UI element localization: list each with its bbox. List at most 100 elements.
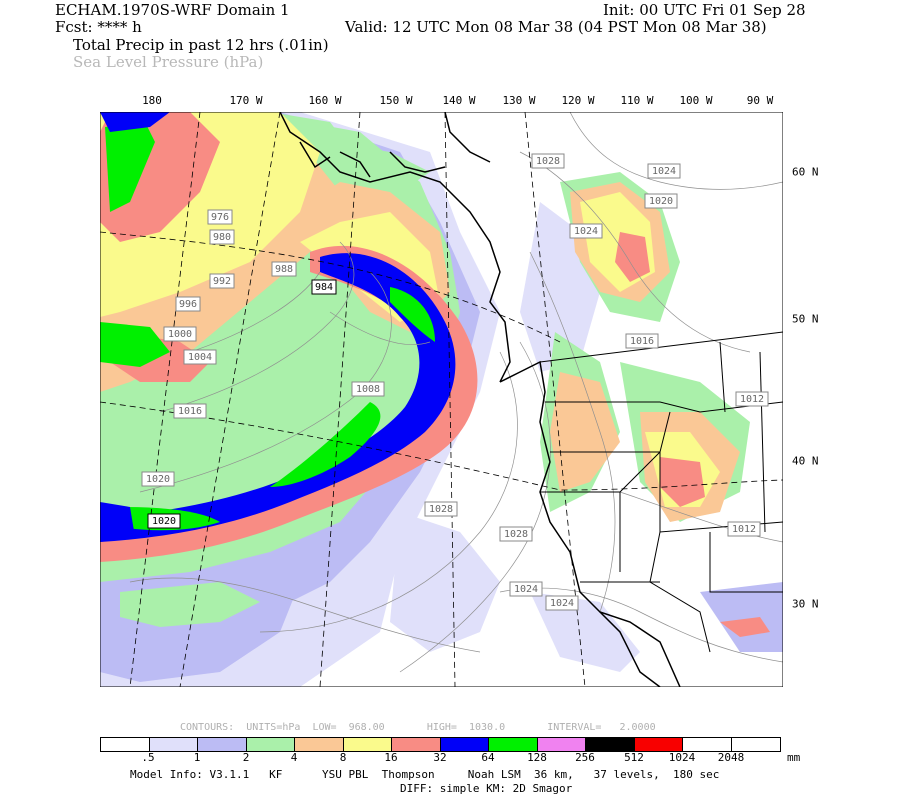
- lon-label: 110 W: [620, 94, 654, 107]
- colorbar-swatch: [586, 738, 635, 751]
- lat-label: 50 N: [792, 312, 819, 326]
- isobar-label: 1024: [647, 163, 681, 179]
- isobars: [129, 112, 783, 673]
- field-slp-label: Sea Level Pressure (hPa): [73, 53, 264, 71]
- isobar-label: 1028: [424, 501, 458, 517]
- lon-label: 140 W: [442, 94, 476, 107]
- field-precip-label: Total Precip in past 12 hrs (.01in): [73, 36, 329, 54]
- isobar-label: 1012: [727, 521, 761, 537]
- colorbar-label: 1: [193, 751, 201, 764]
- isobar-label: 1008: [351, 381, 385, 397]
- colorbar-swatch: [683, 738, 732, 751]
- isobar-label: 1012: [735, 391, 769, 407]
- svg-text:1024: 1024: [514, 584, 538, 595]
- colorbar-swatch: [198, 738, 247, 751]
- svg-text:996: 996: [179, 299, 197, 310]
- isobar-label: 1028: [499, 526, 533, 542]
- precip-dark-blue-patch: [100, 502, 135, 542]
- svg-text:1024: 1024: [652, 166, 676, 177]
- svg-text:1016: 1016: [178, 406, 202, 417]
- colorbar-label: 512: [624, 751, 644, 764]
- svg-text:1012: 1012: [732, 524, 756, 535]
- colorbar-swatch: [489, 738, 538, 751]
- colorbar-unit: mm: [787, 751, 801, 764]
- colorbar-swatch: [392, 738, 441, 751]
- isobar-labels: 1028 1024 1020 1024 976 980 984 988 992 …: [141, 153, 769, 611]
- svg-text:1020: 1020: [146, 474, 170, 485]
- colorbar-label: 64: [481, 751, 495, 764]
- lon-label: 100 W: [679, 94, 713, 107]
- isobar-label: 1016: [173, 403, 207, 419]
- isobar-label: 1024: [569, 223, 603, 239]
- valid-time: Valid: 12 UTC Mon 08 Mar 38 (04 PST Mon …: [345, 18, 767, 36]
- svg-text:1028: 1028: [504, 529, 528, 540]
- svg-text:1020: 1020: [152, 516, 176, 527]
- atmospheric-river-green: [390, 287, 435, 342]
- model-info: Model Info: V3.1.1 KF YSU PBL Thompson N…: [130, 768, 720, 781]
- lat-lon-grid: [100, 112, 783, 687]
- svg-text:988: 988: [275, 264, 293, 275]
- isobar-label: 1028: [531, 153, 565, 169]
- colorbar-swatch: [634, 738, 683, 751]
- svg-text:984: 984: [315, 282, 333, 293]
- colorbar-swatch: [149, 738, 198, 751]
- precip-map: 1028 1024 1020 1024 976 980 984 988 992 …: [100, 112, 783, 687]
- isobar-label: 1024: [509, 581, 543, 597]
- coastlines: [279, 112, 681, 687]
- svg-text:992: 992: [213, 276, 231, 287]
- forecast-hour: Fcst: **** h: [55, 18, 142, 36]
- lon-label: 90 W: [746, 94, 774, 107]
- colorbar-swatch: [246, 738, 295, 751]
- diffusion-info: DIFF: simple KM: 2D Smagor: [400, 782, 573, 795]
- isobar-label: 992: [209, 273, 235, 289]
- svg-text:1004: 1004: [188, 352, 212, 363]
- colorbar-label: 16: [384, 751, 398, 764]
- contour-info: CONTOURS: UNITS=hPa LOW= 968.00 HIGH= 10…: [180, 722, 656, 733]
- svg-text:1000: 1000: [168, 329, 192, 340]
- precip-green-patch: [100, 322, 170, 367]
- colorbar-label: 256: [575, 751, 595, 764]
- colorbar-label: .5: [141, 751, 155, 764]
- precip-dark-blue-patch: [100, 112, 170, 132]
- model-title: ECHAM.1970S-WRF Domain 1: [55, 1, 290, 19]
- lon-label: 130 W: [502, 94, 536, 107]
- colorbar: [100, 737, 781, 752]
- atmospheric-river-outer: [100, 245, 478, 562]
- isobar-label: 988: [271, 261, 297, 277]
- svg-text:976: 976: [211, 212, 229, 223]
- precip-green-patch: [105, 122, 155, 212]
- isobar-label: 1020: [141, 471, 175, 487]
- isobar-label: 996: [175, 296, 201, 312]
- isobar-label: 980: [209, 229, 235, 245]
- lon-label: 170 W: [229, 94, 263, 107]
- colorbar-label: 4: [290, 751, 298, 764]
- colorbar-label: 2: [242, 751, 250, 764]
- lat-label: 40 N: [792, 454, 819, 468]
- lat-label: 60 N: [792, 165, 819, 179]
- svg-text:1028: 1028: [429, 504, 453, 515]
- isobar-label: 976: [207, 209, 233, 225]
- state-borders: [539, 331, 783, 653]
- lon-label: 150 W: [379, 94, 413, 107]
- svg-text:1024: 1024: [574, 226, 598, 237]
- colorbar-swatch: [295, 738, 344, 751]
- colorbar-label: 2048: [717, 751, 745, 764]
- isobar-label: 1020: [644, 193, 678, 209]
- isobar-label: 1024: [545, 595, 579, 611]
- isobar-label: 1016: [625, 333, 659, 349]
- colorbar-swatch: [343, 738, 392, 751]
- isobar-label: 1020: [147, 513, 181, 529]
- colorbar-swatch: [731, 738, 780, 751]
- colorbar-label: 8: [339, 751, 347, 764]
- svg-text:1020: 1020: [649, 196, 673, 207]
- svg-text:1008: 1008: [356, 384, 380, 395]
- svg-text:980: 980: [213, 232, 231, 243]
- svg-text:1012: 1012: [740, 394, 764, 405]
- colorbar-swatch: [440, 738, 489, 751]
- lat-label: 30 N: [792, 597, 819, 611]
- colorbar-swatch: [537, 738, 586, 751]
- svg-text:1016: 1016: [630, 336, 654, 347]
- isobar-label: 1000: [163, 326, 197, 342]
- lon-label: 160 W: [308, 94, 342, 107]
- lon-label: 180: [142, 94, 162, 107]
